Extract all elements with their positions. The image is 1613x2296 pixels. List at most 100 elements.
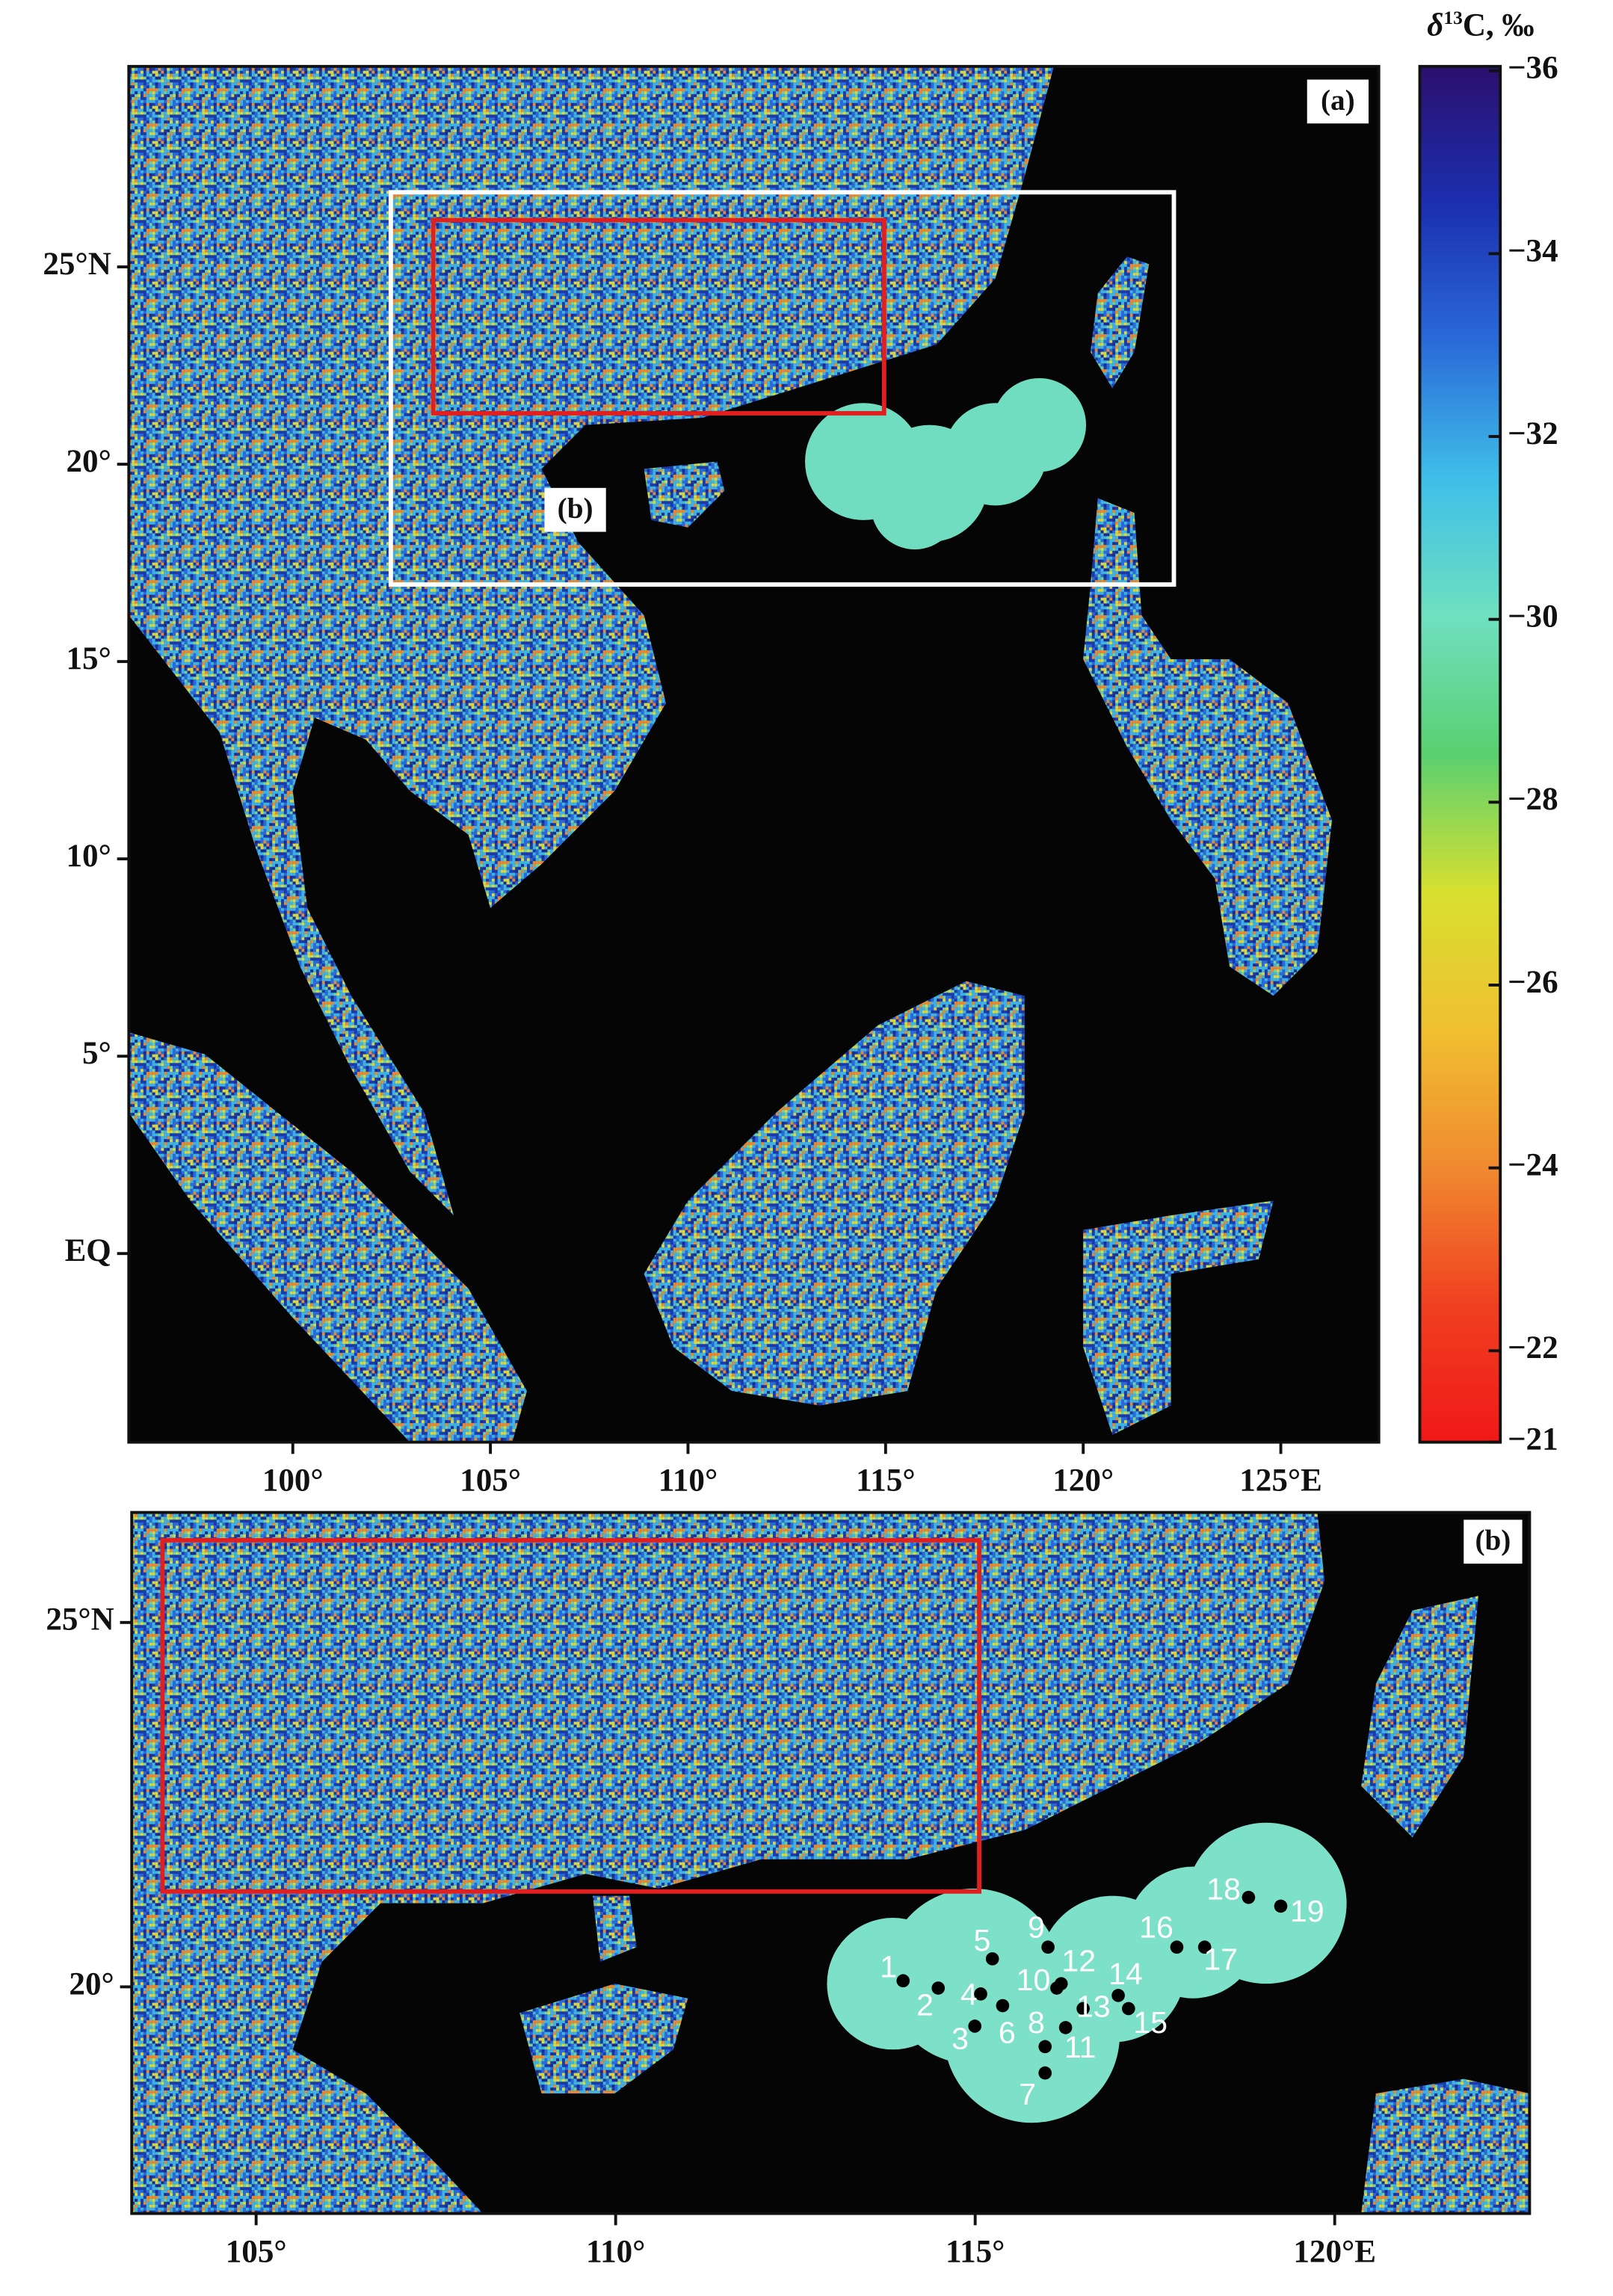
station-label: 5: [974, 1923, 991, 1957]
station-label: 13: [1076, 1989, 1111, 2023]
station-label: 6: [999, 2016, 1016, 2050]
station-marker: [1038, 2066, 1052, 2080]
label-box: [1464, 1519, 1523, 1564]
x-tick-label: 105°: [460, 1463, 521, 1498]
colorbar-tick-label: −36: [1508, 51, 1558, 86]
symbol: δ: [1427, 8, 1443, 43]
x-tick-label: 120°: [1052, 1463, 1114, 1498]
y-tick-label: 20°: [69, 1966, 114, 2002]
y-tick-label: 25°N: [46, 1602, 114, 1638]
y-tick-label: 10°: [67, 839, 111, 874]
station-marker: [896, 1974, 910, 1988]
station-marker: [1170, 1940, 1184, 1954]
luzon: [1361, 2079, 1530, 2214]
frame: [130, 1510, 1532, 2215]
colorbar-tick-label: −32: [1508, 416, 1558, 451]
hainan: [519, 1984, 688, 2094]
taiwan: [1090, 256, 1150, 389]
superscript: 13: [1443, 7, 1462, 28]
station-marker: [974, 1987, 987, 2001]
colorbar-tick-label: −24: [1508, 1148, 1558, 1183]
colorbar: δ13C, ‰ −36 −34 −32 −30 −28 −26 −24 −22 −21: [1418, 7, 1558, 1457]
station-marker: [1038, 2040, 1052, 2054]
station-marker: [1058, 2021, 1073, 2034]
colorbar-bar: [1418, 64, 1502, 1444]
label-box: [544, 487, 606, 532]
x-tick-label: 125°E: [1239, 1463, 1322, 1498]
station-marker: [1111, 1989, 1125, 2002]
sea-patch: [805, 377, 1087, 550]
leizhou: [593, 1895, 637, 1962]
study-box: [160, 1537, 982, 1894]
station-label: 8: [1028, 2005, 1045, 2040]
station-label: 3: [952, 2021, 969, 2055]
colorbar-tick-label: −34: [1508, 233, 1558, 268]
station-label: 18: [1206, 1872, 1241, 1907]
land: [132, 1512, 1530, 2214]
label-box: [1307, 79, 1369, 124]
borneo: [644, 981, 1025, 1406]
mainland: [132, 1512, 1325, 2214]
station-label: 19: [1290, 1894, 1324, 1928]
station-marker: [968, 2019, 982, 2033]
station-label: 12: [1061, 1944, 1096, 1978]
mainland: [129, 66, 1054, 1216]
x-tick-label: 110°: [586, 2234, 645, 2269]
y-tick-label: 15°: [67, 641, 111, 676]
station-marker: [931, 1981, 946, 1995]
station-label: 4: [960, 1978, 978, 2012]
station-label: 9: [1028, 1910, 1045, 1945]
y-tick-label: EQ: [65, 1233, 111, 1268]
x-tick-label: 115°: [856, 1463, 915, 1498]
x-tick-label: 120°E: [1293, 2234, 1376, 2269]
station-label: 14: [1108, 1957, 1143, 1991]
inset-box: [388, 190, 1176, 587]
x-tick-label: 115°: [946, 2234, 1005, 2269]
colorbar-tick-label: −30: [1508, 599, 1558, 635]
panel-label: (a): [1321, 84, 1355, 117]
philippines: [1083, 498, 1333, 996]
sea-patch: [827, 1822, 1347, 2123]
station-label: 17: [1203, 1942, 1238, 1977]
panel-label: (b): [1475, 1525, 1511, 1557]
station-marker: [1054, 1977, 1068, 1990]
panel-a: (b) (a) 100° 105° 110° 115° 120° 125°E 25°N 20°…: [43, 64, 1381, 1498]
station-marker: [1122, 2002, 1135, 2016]
sumatra: [129, 1032, 527, 1442]
frame: [127, 64, 1381, 1444]
x-tick-label: 100°: [262, 1463, 324, 1498]
colorbar-tick-label: −28: [1508, 782, 1558, 817]
station-label: 16: [1139, 1910, 1173, 1945]
colorbar-tick-label: −26: [1508, 965, 1558, 1000]
inset-label: (b): [558, 493, 593, 525]
unit: C, ‰: [1463, 8, 1535, 43]
station-marker: [1041, 1940, 1055, 1954]
station-label: 2: [916, 1987, 934, 2022]
station-marker: [1242, 1890, 1256, 1904]
station-marker: [1197, 1940, 1212, 1954]
station-label: 7: [1019, 2077, 1036, 2111]
y-tick-label: 5°: [82, 1036, 111, 1071]
station-label: 15: [1133, 2005, 1168, 2040]
sulawesi: [1083, 1200, 1274, 1435]
x-tick-label: 105°: [226, 2234, 287, 2269]
study-box: [431, 217, 886, 416]
station-label: 11: [1064, 2030, 1097, 2064]
colorbar-label: δ13C, ‰: [1427, 7, 1534, 43]
station-marker: [985, 1952, 999, 1966]
x-tick-label: 110°: [659, 1463, 718, 1498]
land: [129, 66, 1333, 1442]
station-marker: [1274, 1899, 1288, 1913]
taiwan: [1361, 1596, 1478, 1838]
y-tick-label: 20°: [67, 444, 111, 479]
colorbar-tick-label: −22: [1508, 1330, 1558, 1365]
colorbar-tick-label: −21: [1508, 1422, 1558, 1457]
station-label: 10: [1017, 1963, 1051, 1997]
station-label: 1: [880, 1949, 897, 1984]
y-tick-label: 25°N: [43, 247, 111, 282]
station-marker: [1076, 2002, 1090, 2016]
station-marker: [996, 1999, 1010, 2013]
